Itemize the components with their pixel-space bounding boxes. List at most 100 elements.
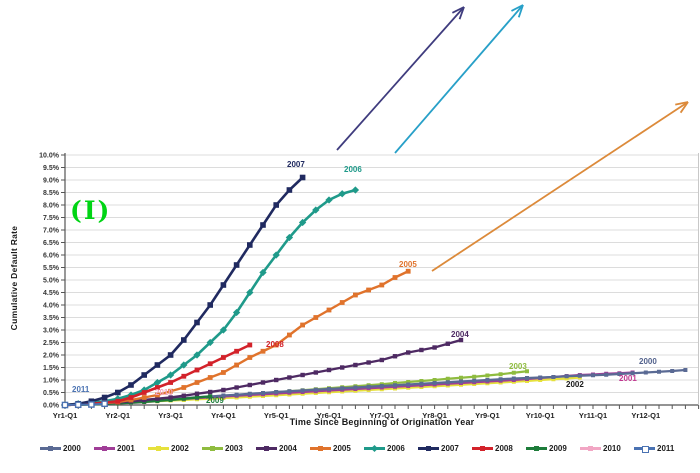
legend-marker-icon (48, 445, 53, 451)
y-tick-label: 8.5% (43, 190, 60, 197)
series-marker-2005 (128, 397, 134, 403)
series-marker-2004 (194, 391, 200, 396)
series-marker-2005 (392, 275, 398, 280)
series-label-2003: 2003 (509, 362, 527, 371)
y-axis-title: Cumulative Default Rate (9, 225, 19, 331)
series-marker-2007 (167, 352, 174, 358)
series-label-2004: 2004 (451, 330, 469, 339)
series-marker-2000 (630, 371, 635, 376)
series-marker-2005 (366, 287, 371, 293)
legend-marker-icon (480, 445, 485, 451)
series-marker-2004 (221, 387, 226, 393)
y-tick-label: 2.5% (43, 340, 60, 347)
legend-swatch-2005 (310, 445, 331, 451)
series-marker-2007 (220, 282, 227, 288)
series-marker-2005 (287, 332, 292, 338)
series-marker-2003 (511, 370, 516, 375)
x-tick-label: Yr6-Q1 (317, 411, 342, 420)
series-marker-2004 (326, 367, 332, 373)
series-marker-2006 (180, 361, 188, 369)
series-marker-2005 (247, 355, 253, 360)
x-tick-label: Yr11-Q1 (579, 411, 607, 420)
series-marker-2004 (142, 397, 147, 403)
panel-label: (I) (70, 196, 112, 225)
series-marker-2009 (208, 394, 213, 399)
series-marker-2005 (379, 282, 385, 288)
series-marker-2004 (445, 341, 450, 346)
y-tick-label: 9.0% (43, 178, 60, 185)
series-marker-2004 (247, 382, 252, 388)
series-marker-2003 (472, 374, 477, 379)
legend-swatch-2001 (94, 445, 115, 451)
legend-item-2006: 2006 (364, 444, 418, 453)
series-marker-2002 (564, 376, 569, 381)
series-line-2011 (64, 402, 105, 406)
series-marker-2003 (459, 375, 463, 380)
series-marker-2005 (273, 342, 279, 348)
series-marker-2002 (551, 377, 556, 382)
legend-swatch-2000 (40, 445, 61, 451)
series-marker-2008 (221, 355, 226, 360)
x-tick-label: Yr10-Q1 (526, 411, 555, 420)
y-tick-label: 7.0% (43, 228, 60, 235)
x-tick-label: Yr9-Q1 (475, 411, 500, 420)
series-marker-2000 (379, 384, 384, 388)
y-tick-label: 2.0% (43, 353, 60, 360)
legend-swatch-2009 (526, 445, 547, 451)
series-marker-2000 (274, 390, 279, 394)
y-tick-label: 6.0% (43, 253, 60, 260)
series-marker-2003 (498, 372, 503, 377)
legend-label-2011: 2011 (657, 444, 675, 453)
legend-label-2001: 2001 (117, 444, 135, 453)
series-marker-2007 (154, 362, 161, 368)
legend-marker-icon (642, 445, 649, 453)
series-label-2005: 2005 (399, 260, 417, 269)
y-tick-label: 7.5% (43, 215, 60, 222)
series-marker-2000 (485, 378, 490, 382)
legend-marker-icon (318, 445, 323, 451)
series-marker-2007 (273, 202, 279, 208)
legend-item-2007: 2007 (418, 444, 472, 453)
series-marker-2005 (313, 315, 319, 320)
series-marker-2000 (340, 386, 345, 391)
y-tick-label: 6.5% (43, 240, 60, 247)
series-marker-2000 (604, 372, 609, 377)
series-marker-2007 (128, 382, 134, 388)
series-marker-2006 (206, 338, 214, 347)
series-marker-2011 (61, 401, 69, 409)
series-marker-2000 (591, 373, 595, 378)
series-marker-2000 (670, 369, 675, 373)
legend-item-2003: 2003 (202, 444, 256, 453)
series-marker-2004 (155, 396, 160, 401)
series-marker-2005 (194, 380, 200, 385)
series-marker-2004 (353, 362, 358, 368)
series-marker-2008 (247, 342, 253, 348)
x-tick-label: Yr7-Q1 (369, 411, 394, 420)
series-marker-2006 (325, 196, 333, 204)
series-marker-2005 (168, 388, 173, 394)
legend-label-2006: 2006 (387, 444, 405, 453)
legend: 2000 2001 2002 2003 2004 2005 2006 2007 2008 2009… (40, 444, 688, 453)
series-marker-2000 (261, 391, 265, 395)
series-labels: 2011 2010 2009 2008 2007 2006 2005 2004 2003 2002… (72, 160, 657, 405)
series-marker-2003 (445, 376, 450, 381)
series-marker-2000 (643, 370, 648, 375)
series-marker-2000 (617, 372, 622, 376)
series-marker-2006 (232, 308, 241, 317)
series-label-2002: 2002 (566, 380, 584, 389)
series-marker-2007 (286, 187, 293, 193)
arrow-head (517, 4, 524, 18)
arrow-shaft (336, 6, 465, 151)
trend-arrow-1 (394, 4, 524, 154)
legend-label-2004: 2004 (279, 444, 297, 453)
series-marker-2008 (155, 385, 160, 390)
series-marker-2004 (379, 357, 384, 363)
series-marker-2007 (207, 302, 213, 308)
series-label-2001: 2001 (619, 374, 637, 383)
series-marker-2005 (155, 392, 160, 398)
y-tick-label: 5.0% (43, 278, 60, 285)
legend-marker-icon (102, 445, 107, 451)
legend-item-2002: 2002 (148, 444, 202, 453)
